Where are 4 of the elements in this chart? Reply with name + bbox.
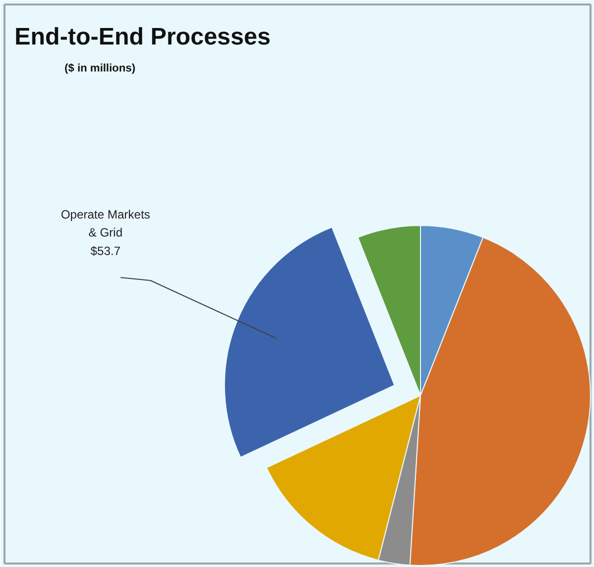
chart-subtitle: ($ in millions) (64, 62, 136, 74)
data-label: $53.7 (90, 244, 121, 258)
chart-title: End-to-End Processes (14, 24, 271, 50)
slice-label: Operate Markets & Grid (60, 208, 150, 240)
